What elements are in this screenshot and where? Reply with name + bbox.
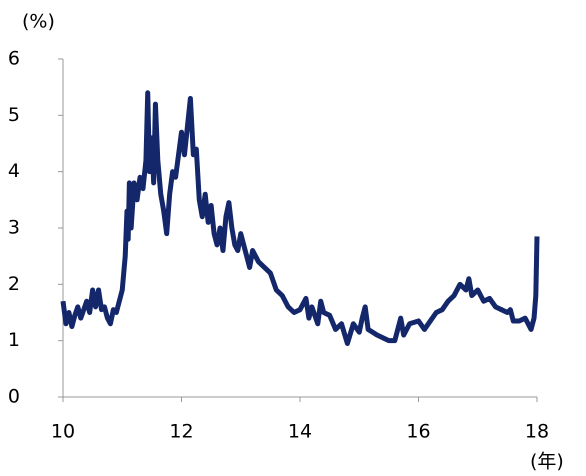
y-tick-label: 1: [8, 329, 20, 351]
x-tick-label: 12: [169, 421, 193, 443]
x-axis-label: (年): [530, 451, 564, 473]
y-tick-label: 0: [8, 386, 20, 408]
x-tick-label: 16: [406, 421, 430, 443]
y-tick-label: 5: [8, 104, 20, 126]
x-tick-label: 10: [51, 421, 75, 443]
line-series: [60, 90, 540, 346]
x-tick-label: 14: [288, 421, 312, 443]
y-tick-label: 6: [8, 48, 20, 70]
x-tick-label: 18: [525, 421, 549, 443]
y-axis-label: (%): [22, 11, 55, 33]
y-tick-label: 2: [8, 273, 20, 295]
y-tick-label: 4: [8, 160, 20, 182]
y-tick-label: 3: [8, 217, 20, 239]
